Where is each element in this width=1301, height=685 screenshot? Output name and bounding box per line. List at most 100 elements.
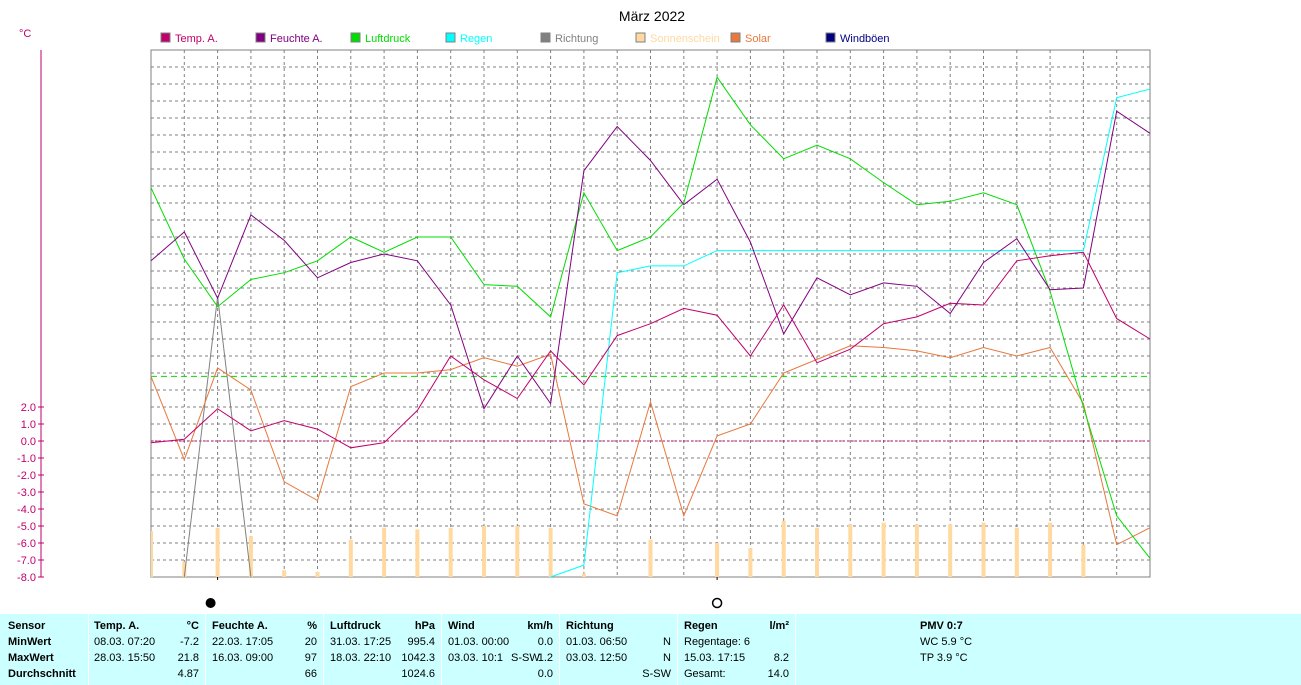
legend-label: Sonnenschein [650, 33, 720, 45]
durchschnitt-label: Durchschnitt [8, 668, 76, 680]
wind-min-value: 0.0 [537, 636, 553, 648]
legend-label: Richtung [555, 33, 598, 45]
sunshine-bar [282, 570, 287, 577]
direction-max-value: N [663, 652, 671, 664]
y-tick-label: 1.0 [21, 419, 36, 431]
y-tick-label: -4.0 [17, 504, 36, 516]
wind-max-value: 1.2 [537, 652, 553, 664]
y-tick-label: 0.0 [21, 436, 36, 448]
pressure-max-value: 1042.3 [401, 652, 435, 664]
pmv-column: PMV 0:7 WC 5.9 °C TP 3.9 °C [796, 614, 1301, 685]
humidity-avg-value: 66 [304, 668, 317, 680]
rain-total-value: 14.0 [767, 668, 789, 680]
legend-label: Windböen [840, 33, 890, 45]
sunshine-bar [315, 571, 320, 577]
y-tick-label: -7.0 [17, 555, 36, 567]
minwert-label: MinWert [8, 636, 52, 648]
sunshine-bar [448, 527, 453, 577]
pressure-avg-value: 1024.6 [401, 668, 435, 680]
humidity-header: Feuchte A. [212, 620, 268, 632]
sunshine-bar [848, 524, 853, 577]
pressure-max-time: 18.03. 22:10 [330, 652, 392, 664]
humidity-column: Feuchte A.% 22.03. 17:05 20 16.03. 09:00 9… [206, 614, 324, 685]
y-tick-label: -3.0 [17, 487, 36, 499]
sunshine-bar [981, 522, 986, 577]
wind-unit: km/h [527, 620, 553, 632]
sunshine-bar [815, 527, 819, 577]
legend-label: Temp. A. [175, 33, 218, 45]
maxwert-label: MaxWert [8, 652, 54, 664]
legend-swatch [635, 32, 646, 43]
y-tick-label: 2.0 [21, 402, 36, 414]
y-axis-unit: °C [19, 28, 31, 40]
sunshine-bar [482, 526, 486, 577]
sunshine-bar [948, 524, 953, 577]
direction-min-time: 01.03. 06:50 [566, 636, 628, 648]
rain-column: Regen l/m² Regentage: 6 15.03. 17:15 8.2 G… [678, 614, 796, 685]
y-tick-label: -6.0 [17, 538, 36, 550]
sunshine-bar [348, 539, 353, 577]
y-tick-label: -2.0 [17, 470, 36, 482]
reference-lines [151, 375, 1150, 442]
humidity-max-time: 16.03. 09:00 [212, 652, 274, 664]
sunshine-bar [648, 539, 653, 577]
moon-phase-markers [205, 577, 723, 609]
wind-column: Wind km/h 01.03. 00:00 0.0 03.03. 10:1 S-SW… [442, 614, 560, 685]
temp-avg-value: 4.87 [177, 668, 199, 680]
temp-column: Temp. A. °C 08.03. 07:20 -7.2 28.03. 15:50… [89, 614, 206, 685]
pressure-min-time: 31.03. 17:25 [330, 636, 392, 648]
series-line-luftdruck [150, 76, 1151, 559]
rain-days: Regentage: 6 [684, 636, 751, 648]
legend-swatch [255, 32, 266, 43]
sunshine-bar [151, 531, 153, 577]
sensor-column: Sensor MinWert MaxWert Durchschnitt [0, 614, 89, 685]
sunshine-bar [881, 522, 886, 577]
temp-max-value: 21.8 [177, 652, 199, 664]
rain-unit: l/m² [769, 620, 789, 632]
y-tick-label: -8.0 [17, 572, 36, 584]
temp-min-time: 08.03. 07:20 [94, 636, 156, 648]
series-line-richtung [183, 296, 252, 578]
temp-min-value: -7.2 [180, 636, 199, 648]
sunshine-bar [581, 573, 586, 577]
pmv-header: PMV 0:7 [920, 620, 963, 632]
y-tick-label: -5.0 [17, 521, 36, 533]
legend: Temp. A. Feuchte A. Luftdruck Regen Richtung… [160, 32, 890, 45]
sunshine-bar [715, 543, 720, 577]
sunshine-bar [748, 548, 753, 577]
direction-header: Richtung [566, 620, 614, 632]
sunshine-bar [215, 527, 220, 577]
temp-max-time: 28.03. 15:50 [94, 652, 156, 664]
direction-max-time: 03.03. 12:50 [566, 652, 628, 664]
legend-swatch [160, 32, 171, 43]
chart-title: März 2022 [619, 8, 685, 24]
new-moon-icon [205, 598, 216, 608]
sunshine-bar [1081, 544, 1086, 577]
series-line-solar [150, 345, 1151, 546]
rain-max-value: 8.2 [773, 652, 789, 664]
humidity-min-time: 22.03. 17:05 [212, 636, 274, 648]
temp-header: Temp. A. [94, 620, 140, 632]
sunshine-bar [515, 526, 520, 577]
sunshine-bars [151, 520, 1086, 577]
legend-swatch [730, 32, 741, 43]
sunshine-bar [548, 527, 553, 577]
rain-header: Regen [684, 620, 718, 632]
series-line-feuchte-a [150, 110, 1151, 410]
direction-min-value: N [663, 636, 671, 648]
legend-label: Luftdruck [365, 33, 411, 45]
y-tick-label: -1.0 [17, 453, 36, 465]
series-line-regen [550, 88, 1151, 578]
sunshine-bar [182, 561, 187, 577]
humidity-unit: % [307, 620, 317, 632]
humidity-max-value: 97 [304, 652, 317, 664]
wind-header: Wind [448, 620, 475, 632]
legend-swatch [350, 32, 361, 43]
legend-label: Solar [745, 33, 771, 45]
pressure-column: Luftdruck hPa 31.03. 17:25 995.4 18.03. 22… [324, 614, 442, 685]
chart: März 2022 °C Temp. A. Feuchte A. Luftdruck… [17, 8, 1151, 609]
sunshine-bar [914, 524, 919, 577]
humidity-min-value: 20 [304, 636, 317, 648]
full-moon-icon [711, 597, 723, 609]
sunshine-bar [1014, 527, 1019, 577]
